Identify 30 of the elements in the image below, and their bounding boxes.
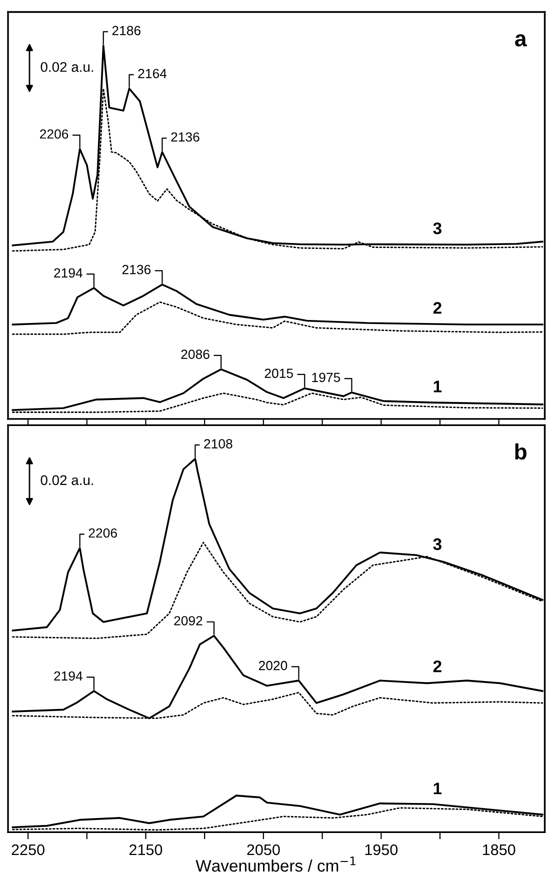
annotation: 2186 (112, 26, 140, 36)
series-label: 1 (434, 782, 442, 794)
annotation: a (515, 34, 527, 46)
series-label: 2 (433, 302, 442, 314)
annotation: 2206 (40, 129, 68, 139)
annotation: 2015 (264, 368, 293, 378)
series-label: 1 (434, 380, 442, 392)
annotation: 1975 (312, 372, 340, 382)
series-label: 3 (433, 222, 442, 234)
annotation: 2086 (181, 350, 210, 359)
series-label: 3 (433, 538, 442, 550)
x-tick-label: 1850 (483, 844, 516, 856)
x-tick-label: 2150 (130, 844, 162, 856)
annotation: 2164 (138, 68, 167, 78)
annotation: 2020 (258, 660, 288, 670)
series-label: 2 (433, 660, 442, 672)
annotation: 2194 (54, 671, 82, 681)
annotation: 0.02 a.u. (40, 62, 94, 72)
annotation: b (515, 443, 526, 460)
x-tick-label: 2050 (247, 844, 280, 856)
annotation: 2136 (122, 264, 151, 274)
annotation: 2206 (88, 528, 117, 538)
annotation: 2108 (204, 439, 232, 448)
annotation: 2194 (54, 268, 82, 278)
annotation: 2092 (174, 616, 202, 626)
annotation: 2136 (171, 132, 200, 142)
x-tick-label: 1950 (365, 844, 398, 856)
annotation: 0.02 a.u. (40, 475, 94, 486)
x-tick-label: 2250 (12, 844, 44, 856)
x-axis-title: Wavenumbers / cm$^{−1}$ (196, 856, 356, 872)
